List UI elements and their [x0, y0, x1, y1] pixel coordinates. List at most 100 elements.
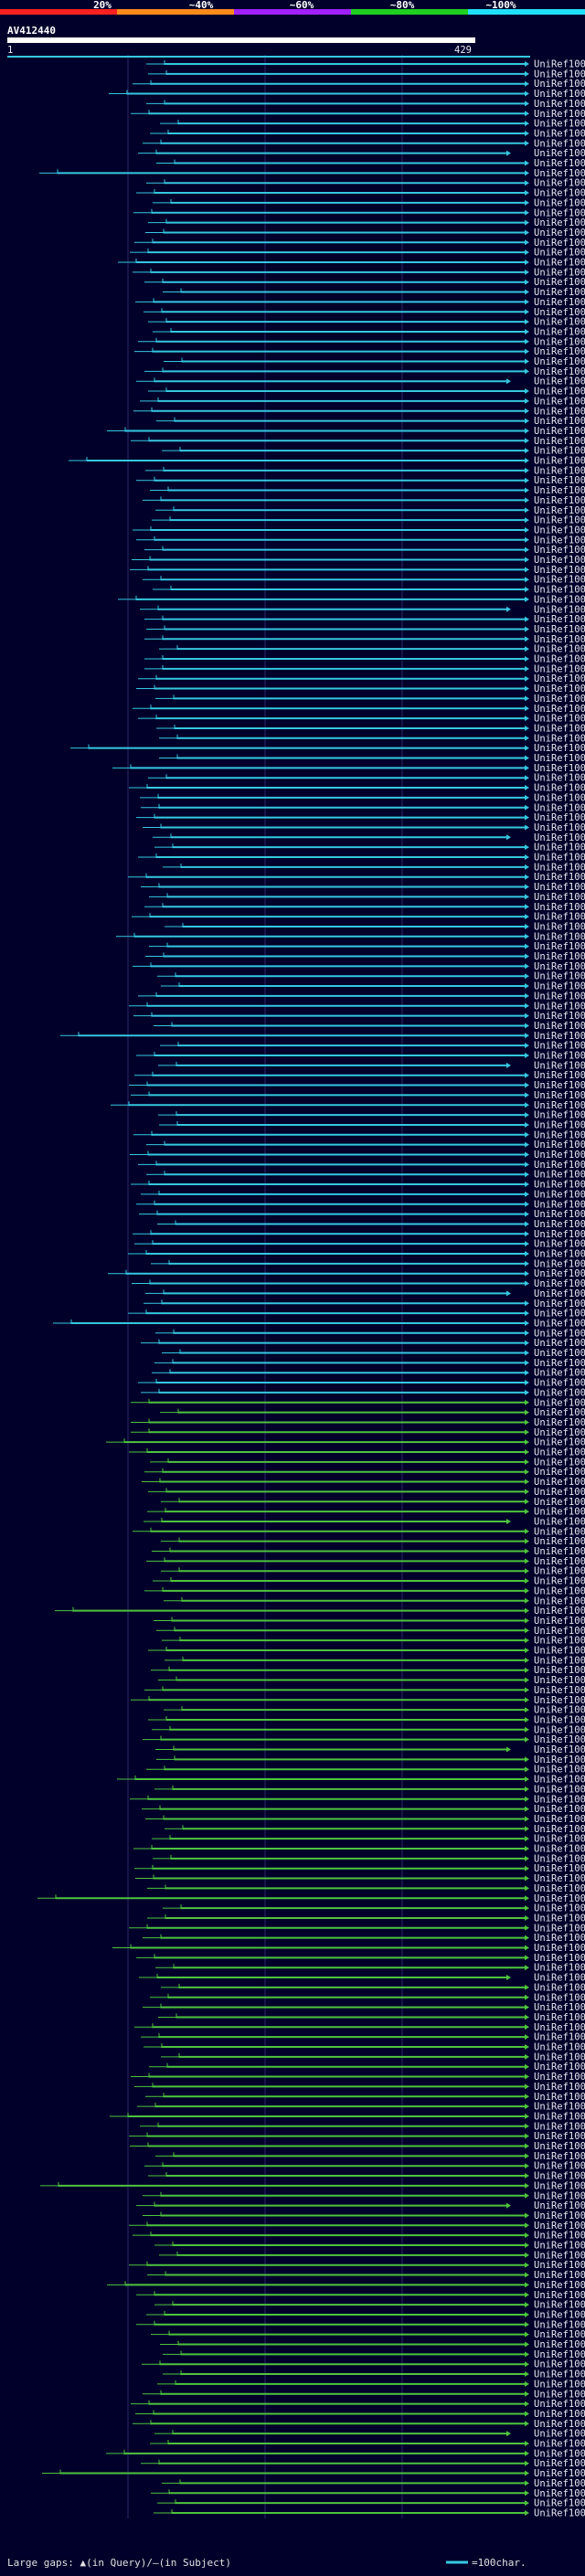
alignment-row[interactable]: UniRef100_Q0TSN7: [155, 1963, 585, 1974]
hit-label[interactable]: UniRef100_O40984: [534, 1417, 585, 1428]
hit-label[interactable]: UniRef100_Q84SV9: [534, 1070, 585, 1081]
alignment-row[interactable]: UniRef100_A8NG73: [133, 704, 585, 715]
alignment-row[interactable]: UniRef100_B9SU76: [146, 99, 585, 110]
hit-label[interactable]: UniRef100_A8NG73: [534, 704, 585, 715]
hit-label[interactable]: UniRef100_C2W762: [534, 1606, 585, 1617]
alignment-row[interactable]: UniRef100_Q6X3Y7: [164, 1595, 585, 1606]
alignment-row[interactable]: UniRef100_C3E3R0: [133, 2419, 585, 2430]
hit-label[interactable]: UniRef100_Q86996: [534, 1546, 585, 1557]
hit-label[interactable]: UniRef100_A0R9P8: [534, 456, 585, 467]
hit-label[interactable]: UniRef100_A9PN28: [534, 387, 585, 398]
alignment-row[interactable]: UniRef100_B9HV90: [138, 853, 585, 864]
alignment-row[interactable]: UniRef100_B9HNU5: [132, 912, 585, 923]
hit-label[interactable]: UniRef100_A9P272: [534, 1041, 585, 1052]
alignment-row[interactable]: UniRef100_C5XVR4: [146, 1140, 585, 1150]
hit-label[interactable]: UniRef100_B9EPR0: [534, 1378, 585, 1389]
alignment-row[interactable]: UniRef100_A6XYY2: [131, 1695, 585, 1706]
hit-label[interactable]: UniRef100_B5JJD0: [534, 1765, 585, 1776]
alignment-row[interactable]: UniRef100_Q4DEJ4: [152, 1834, 585, 1845]
hit-label[interactable]: UniRef100_A0Q1E7: [534, 1814, 585, 1825]
alignment-row[interactable]: UniRef100_Q7F388: [133, 1129, 585, 1140]
hit-label[interactable]: UniRef100_B4UW79: [534, 287, 585, 298]
hit-label[interactable]: UniRef100_A1ZL49: [534, 1784, 585, 1795]
hit-label[interactable]: UniRef100_B7FH63: [534, 921, 585, 932]
alignment-row[interactable]: UniRef100_C9ZS09: [165, 1655, 585, 1666]
hit-label[interactable]: UniRef100_B1ISM2: [534, 1943, 585, 1954]
alignment-row[interactable]: UniRef100_A4HET6: [161, 1536, 585, 1547]
hit-label[interactable]: UniRef100_C5XVR4: [534, 1140, 585, 1150]
alignment-row[interactable]: UniRef100_Q52H59: [150, 128, 585, 139]
hit-label[interactable]: UniRef100_B9IF89: [534, 2478, 585, 2489]
alignment-row[interactable]: UniRef100_C5D4Q3: [143, 1734, 585, 1745]
hit-label[interactable]: UniRef100_A9PQL7: [534, 267, 585, 278]
hit-label[interactable]: UniRef100_Q7FZ56: [534, 178, 585, 189]
alignment-row[interactable]: UniRef100_Q7UZ52: [141, 1338, 585, 1349]
hit-label[interactable]: UniRef100_UP1000..: [534, 872, 585, 883]
hit-label[interactable]: UniRef100_A5B4T4: [534, 138, 585, 149]
alignment-row[interactable]: UniRef100_Q0SU58: [144, 2161, 585, 2172]
alignment-row[interactable]: UniRef100_C3UK14: [136, 2200, 585, 2211]
hit-label[interactable]: UniRef100_Q6QHC9: [534, 733, 585, 744]
hit-label[interactable]: UniRef100_UP1000..: [534, 1299, 585, 1309]
alignment-row[interactable]: UniRef100_Q6XG52: [131, 436, 585, 447]
hit-label[interactable]: UniRef100_A4I2I2: [534, 1724, 585, 1735]
hit-label[interactable]: UniRef100_Q23814: [534, 1001, 585, 1012]
hit-label[interactable]: UniRef100_A4I2I1: [534, 1516, 585, 1527]
hit-label[interactable]: UniRef100_UP1000..: [534, 2131, 585, 2142]
hit-label[interactable]: UniRef100_B7FGT3: [534, 1110, 585, 1121]
hit-label[interactable]: UniRef100_C2PV41: [534, 2458, 585, 2469]
alignment-row[interactable]: UniRef100_Q4DEJ5: [147, 1507, 585, 1518]
alignment-row[interactable]: UniRef100_B6U7Y2: [118, 594, 585, 605]
alignment-row[interactable]: UniRef100_Q5ZBS6: [145, 228, 585, 239]
alignment-row[interactable]: UniRef100_C3E3T9: [135, 2409, 585, 2420]
hit-label[interactable]: UniRef100_Q63C49: [534, 2141, 585, 2152]
hit-label[interactable]: UniRef100_Q1SVS1: [534, 1714, 585, 1725]
alignment-row[interactable]: UniRef100_A8PNH5: [161, 1497, 585, 1508]
hit-label[interactable]: UniRef100_B7FAE9: [534, 892, 585, 903]
hit-label[interactable]: UniRef100_B9T4K6: [534, 1170, 585, 1181]
hit-label[interactable]: UniRef100_C3QFB3: [534, 1051, 585, 1062]
hit-label[interactable]: UniRef100_Q8AT42: [534, 1080, 585, 1091]
hit-label[interactable]: UniRef100_Q0TSN7: [534, 1963, 585, 1974]
alignment-row[interactable]: UniRef100_B1BHF5: [140, 2121, 585, 2132]
hit-label[interactable]: UniRef100_C6T3W7: [534, 59, 585, 70]
hit-label[interactable]: UniRef100_C6T333: [534, 446, 585, 457]
alignment-row[interactable]: UniRef100_Q23814: [129, 1001, 585, 1012]
hit-label[interactable]: UniRef100_B1PBX7: [534, 1278, 585, 1289]
hit-label[interactable]: UniRef100_Q5GTP7: [534, 1407, 585, 1418]
alignment-row[interactable]: UniRef100_C6SZK3: [134, 238, 585, 249]
hit-label[interactable]: UniRef100_A5AU08: [534, 148, 585, 159]
hit-label[interactable]: UniRef100_C9P3R8: [534, 941, 585, 952]
hit-label[interactable]: UniRef100_Q9SME6: [534, 822, 585, 833]
hit-label[interactable]: UniRef100_A9PFF2: [534, 1199, 585, 1210]
hit-label[interactable]: UniRef100_B7HJZ1: [534, 2399, 585, 2410]
alignment-row[interactable]: UniRef100_B8A2A6: [144, 545, 585, 556]
hit-label[interactable]: UniRef100_Q16L56: [534, 1229, 585, 1240]
alignment-row[interactable]: UniRef100_UP1000..: [154, 2300, 585, 2311]
hit-label[interactable]: UniRef100_Q0SUL5: [534, 2151, 585, 2162]
alignment-row[interactable]: UniRef100_Q9SME6: [143, 822, 585, 833]
hit-label[interactable]: UniRef100_C3PYL8: [534, 1863, 585, 1874]
hit-label[interactable]: UniRef100_B7HF89: [534, 2488, 585, 2499]
hit-label[interactable]: UniRef100_C6GM77: [534, 1309, 585, 1320]
alignment-row[interactable]: UniRef100_C2NO47: [42, 2468, 585, 2479]
hit-label[interactable]: UniRef100_B6SV18: [534, 277, 585, 288]
alignment-row[interactable]: UniRef100_C2QSN4: [133, 2231, 585, 2242]
hit-label[interactable]: UniRef100_B9FRW5: [534, 2359, 585, 2370]
alignment-row[interactable]: UniRef100_C5EEG2: [163, 2349, 585, 2360]
hit-label[interactable]: UniRef100_B9GWM5: [534, 753, 585, 764]
hit-label[interactable]: UniRef100_C1E2D8: [534, 2171, 585, 2182]
hit-label[interactable]: UniRef100_Q4DEJ4: [534, 1834, 585, 1845]
hit-label[interactable]: UniRef100_B9GK15: [534, 396, 585, 407]
alignment-row[interactable]: UniRef100_A9P272: [160, 1041, 585, 1052]
alignment-row[interactable]: UniRef100_Q0QYT3: [141, 1387, 585, 1398]
alignment-row[interactable]: UniRef100_C0ZEP4: [141, 2032, 585, 2043]
alignment-row[interactable]: UniRef100_Q62327: [147, 1883, 585, 1894]
alignment-row[interactable]: UniRef100_Q86996: [152, 1546, 585, 1557]
alignment-row[interactable]: UniRef100_C6T3W7: [146, 59, 585, 70]
hit-label[interactable]: UniRef100_C4NSS5: [534, 2042, 585, 2053]
hit-label[interactable]: UniRef100_Q7QG20: [534, 525, 585, 535]
hit-label[interactable]: UniRef100_B8A2M1: [534, 376, 585, 387]
alignment-row[interactable]: UniRef100_Q4QBB2: [130, 1794, 585, 1805]
hit-label[interactable]: UniRef100_A7PU76: [534, 1268, 585, 1279]
